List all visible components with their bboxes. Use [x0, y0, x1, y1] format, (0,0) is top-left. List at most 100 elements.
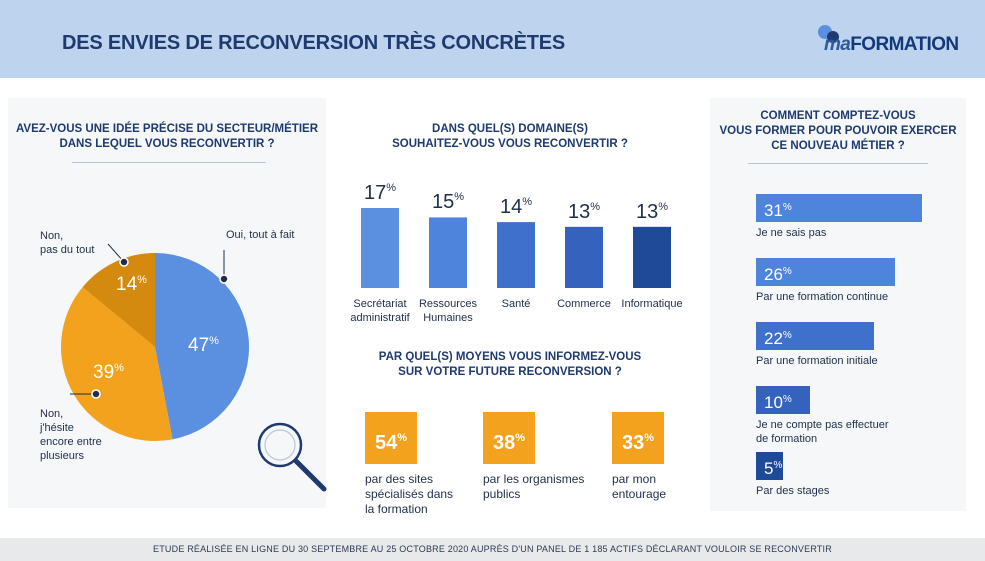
q1-title-line1: AVEZ-VOUS UNE IDÉE PRÉCISE DU SECTEUR/MÉ… [15, 123, 319, 135]
domain-bar-value-0-number: 17 [363, 182, 387, 204]
pie-label-1-line-2: encore entre [40, 436, 102, 448]
means-label-1-line-0: par les organismes [483, 472, 585, 486]
pie-leader-dot-0 [219, 274, 229, 284]
training-bar-label-2-line-0: Par une formation initiale [756, 355, 878, 367]
pie-label-2: Non, pas du tout [40, 229, 94, 257]
domain-bar-label-3-line-0: Commerce [557, 298, 611, 310]
q2-title: DANS QUEL(S) DOMAINE(S) SOUHAITEZ-VOUS V… [340, 122, 680, 152]
domain-bar-value-3-percent-sign: % [590, 200, 601, 213]
q3-title-line1: PAR QUEL(S) MOYENS VOUS INFORMEZ-VOUS [378, 351, 642, 363]
training-bar-label-1-line-0: Par une formation continue [756, 291, 889, 303]
means-label-0: par des sites spécialisés dans la formatio… [365, 472, 453, 517]
means-value-box-1: 38% [483, 412, 535, 464]
magnifier-icon [257, 422, 327, 492]
means-value-0-percent-sign: % [397, 432, 408, 444]
domain-bar-label-4-line-0: Informatique [621, 298, 683, 310]
q4-divider [748, 163, 928, 164]
q4-title-line1: COMMENT COMPTEZ-VOUS [760, 110, 916, 122]
domain-bar-value-2-percent-sign: % [522, 196, 533, 209]
domain-bar-value-0: 17% [350, 182, 410, 205]
training-bar-value-2-percent-sign: % [782, 330, 792, 341]
pie-value-0: 47% [188, 335, 219, 357]
logo-wordmark: maFORMATION [824, 34, 959, 56]
domain-bar-label-2-line-0: Santé [501, 298, 531, 310]
domain-bar-value-1: 15% [418, 191, 478, 214]
means-label-1-line-1: publics [483, 487, 521, 501]
means-value-1-number: 38 [492, 432, 516, 454]
training-bar-value-3-percent-sign: % [782, 394, 792, 405]
pie-value-1: 39% [93, 362, 124, 384]
training-bar-label-3: Je ne compte pas effectuer de formation [756, 418, 889, 446]
domain-bar-label-1-line-1: Humaines [423, 312, 473, 324]
domain-bar-value-1-percent-sign: % [454, 191, 465, 204]
means-value-box-2: 33% [612, 412, 664, 464]
pie-label-2-line-0: Non, [40, 230, 64, 242]
means-label-0-line-2: la formation [365, 502, 428, 516]
pie-value-2-number: 14 [116, 274, 138, 295]
pie-leader-dot-2 [119, 257, 129, 267]
domain-bar-label-1: Ressources Humaines [408, 297, 488, 325]
logo-prefix: ma [824, 34, 851, 55]
training-bar-value-4-percent-sign: % [773, 460, 783, 471]
training-bar-0: 31% [756, 194, 922, 222]
means-label-0-line-0: par des sites [365, 472, 434, 486]
domain-bar-2 [497, 222, 535, 288]
q2-title-line2: SOUHAITEZ-VOUS VOUS RECONVERTIR ? [392, 138, 628, 150]
pie-label-0-line-0: Oui, tout à fait [226, 229, 295, 241]
means-label-2-line-1: entourage [612, 487, 667, 501]
training-bar-label-2: Par une formation initiale [756, 354, 878, 368]
training-bar-value-1-percent-sign: % [782, 266, 792, 277]
training-bar-value-0-number: 31 [764, 201, 783, 220]
domain-bar-value-3-number: 13 [567, 200, 591, 223]
q1-title: AVEZ-VOUS UNE IDÉE PRÉCISE DU SECTEUR/MÉ… [8, 122, 326, 152]
pie-label-2-line-1: pas du tout [40, 244, 95, 256]
pie-value-2-percent-sign: % [137, 274, 147, 286]
domain-bar-label-4: Informatique [612, 297, 692, 311]
training-bar-label-0: Je ne sais pas [756, 226, 826, 240]
domain-bar-3 [565, 226, 603, 288]
domain-bar-label-0-line-1: administratif [350, 312, 410, 324]
pie-label-1-line-0: Non, [40, 408, 64, 420]
q4-title-line2: VOUS FORMER POUR POUVOIR EXERCER [719, 125, 957, 137]
pie-label-0: Oui, tout à fait [226, 228, 294, 242]
domain-bar-4 [633, 226, 671, 288]
training-bar-value-0-percent-sign: % [782, 202, 792, 213]
page-title: DES ENVIES DE RECONVERSION TRÈS CONCRÈTE… [62, 32, 566, 54]
pie-label-1-line-3: plusieurs [40, 450, 85, 462]
means-value-box-0: 54% [365, 412, 417, 464]
training-bar-4: 5% [756, 452, 783, 480]
domain-bar-0 [361, 208, 399, 288]
domain-bar-value-1-number: 15 [431, 191, 455, 214]
means-label-2: par mon entourage [612, 472, 666, 502]
pie-leader-dot-1 [91, 389, 101, 399]
training-bar-value-3-number: 10 [764, 393, 783, 412]
brand-logo[interactable]: maFORMATION [816, 23, 966, 59]
domain-bar-value-2: 14% [486, 196, 546, 219]
means-value-2-percent-sign: % [644, 432, 655, 444]
q2-title-line1: DANS QUEL(S) DOMAINE(S) [432, 123, 588, 135]
means-value-1-percent-sign: % [515, 432, 526, 444]
speech-bubbles-icon [818, 25, 839, 43]
q3-title: PAR QUEL(S) MOYENS VOUS INFORMEZ-VOUS SU… [340, 350, 680, 380]
training-bar-label-1: Par une formation continue [756, 290, 888, 304]
training-bar-2: 22% [756, 322, 874, 350]
domain-bar-value-4: 13% [622, 201, 682, 224]
means-label-0-line-1: spécialisés dans [365, 487, 454, 501]
pie-slice-1 [61, 287, 173, 441]
domain-bar-value-0-percent-sign: % [386, 182, 397, 194]
pie-slice-2 [82, 253, 155, 347]
means-label-1: par les organismes publics [483, 472, 584, 502]
training-bar-3: 10% [756, 386, 810, 414]
training-bar-label-3-line-1: de formation [756, 433, 818, 445]
q4-title-line3: CE NOUVEAU MÉTIER ? [771, 140, 905, 152]
footer-source-note: ETUDE RÉALISÉE EN LIGNE DU 30 SEPTEMBRE … [0, 538, 985, 561]
q1-title-line2: DANS LEQUEL VOUS RECONVERTIR ? [59, 138, 275, 150]
training-bar-label-4-line-0: Par des stages [756, 485, 830, 497]
pie-value-2: 14% [116, 274, 147, 296]
domain-bar-1 [429, 217, 467, 288]
domain-bar-label-0: Secrétariat administratif [340, 297, 420, 325]
domain-bar-value-3: 13% [554, 201, 614, 224]
domain-bar-label-3: Commerce [544, 297, 624, 311]
means-value-0-number: 54 [374, 432, 398, 454]
